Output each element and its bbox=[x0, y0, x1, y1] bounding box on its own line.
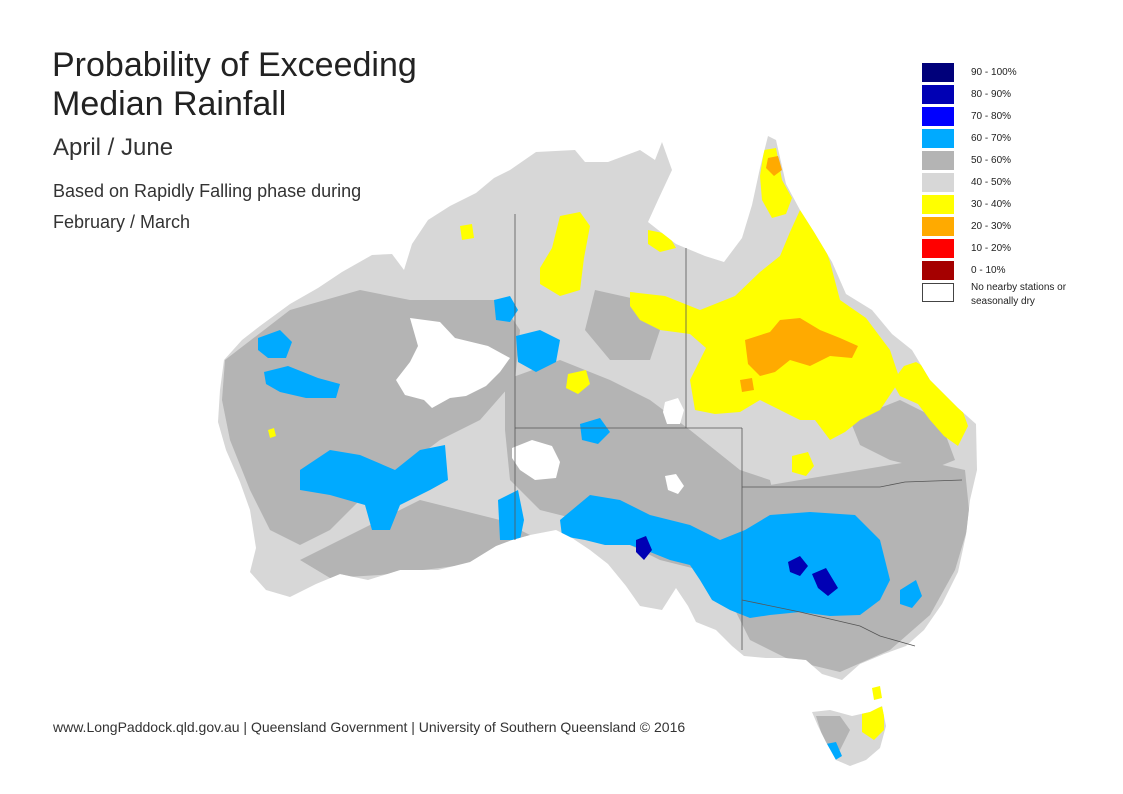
legend-swatch bbox=[922, 106, 954, 126]
legend-swatch bbox=[922, 238, 954, 258]
legend-swatch bbox=[922, 150, 954, 170]
zone-80-90-nsw-b bbox=[812, 568, 838, 596]
zone-30-40-wa-dot bbox=[268, 428, 276, 438]
zone-80-90-nsw-a bbox=[788, 556, 808, 576]
zone-30-40-qld-south bbox=[792, 452, 814, 476]
zone-80-90-sa bbox=[636, 536, 652, 560]
legend-item-60-70: 60 - 70% bbox=[922, 127, 1102, 149]
zone-60-70-wa-mid bbox=[264, 366, 340, 398]
tas-islet-north bbox=[872, 686, 882, 700]
legend-swatch bbox=[922, 194, 954, 214]
map-description: Based on Rapidly Falling phase during Fe… bbox=[53, 181, 362, 232]
zone-60-70-wa-north bbox=[258, 330, 292, 358]
legend-swatch bbox=[922, 216, 954, 236]
zone-30-40-nt-coast bbox=[648, 230, 676, 252]
tas-zone-60-70 bbox=[826, 742, 842, 762]
legend-label: 0 - 10% bbox=[971, 264, 1006, 276]
zone-30-40-nt-top bbox=[540, 212, 590, 296]
zone-60-70-vic-east bbox=[900, 580, 922, 608]
zone-20-30-cape-york bbox=[766, 156, 782, 176]
state-borders bbox=[514, 214, 963, 650]
zone-60-70-sa-centre bbox=[580, 418, 610, 444]
legend-item-50-60: 50 - 60% bbox=[922, 149, 1102, 171]
footer-credits: www.LongPaddock.qld.gov.au | Queensland … bbox=[53, 719, 686, 735]
legend-label: 80 - 90% bbox=[971, 88, 1012, 100]
map-period: April / June bbox=[53, 134, 174, 161]
zone-20-30-qld-dot bbox=[740, 378, 754, 392]
legend-label: 30 - 40% bbox=[971, 198, 1012, 210]
legend: 90 - 100% 80 - 90% 70 - 80% 60 - 70% 50 … bbox=[922, 61, 1102, 311]
no-data-interior bbox=[396, 318, 510, 408]
legend-label: 60 - 70% bbox=[971, 132, 1012, 144]
zone-30-40-sa-north bbox=[566, 370, 590, 394]
zone-30-40-qld-large bbox=[630, 210, 900, 440]
zone-20-30-qld-centre bbox=[745, 318, 858, 376]
legend-item-90-100: 90 - 100% bbox=[922, 61, 1102, 83]
legend-item-0-10: 0 - 10% bbox=[922, 259, 1102, 281]
legend-label: 20 - 30% bbox=[971, 220, 1012, 232]
legend-label: 90 - 100% bbox=[971, 66, 1017, 78]
legend-swatch bbox=[922, 62, 954, 82]
no-data-qld-west bbox=[663, 398, 684, 424]
zone-60-70-sa-west bbox=[498, 490, 524, 540]
legend-swatch bbox=[922, 283, 954, 302]
legend-swatch bbox=[922, 84, 954, 104]
legend-swatch bbox=[922, 260, 954, 280]
zone-30-40-nt-island bbox=[460, 224, 474, 240]
tas-zone-30-40 bbox=[862, 706, 884, 740]
zone-60-70-nt-west bbox=[516, 330, 560, 372]
legend-item-80-90: 80 - 90% bbox=[922, 83, 1102, 105]
legend-item-10-20: 10 - 20% bbox=[922, 237, 1102, 259]
zone-60-70-nt-dot bbox=[494, 296, 518, 322]
no-data-lake-eyre bbox=[665, 474, 684, 494]
map-title: Probability of Exceeding Median Rainfall bbox=[52, 46, 417, 123]
legend-item-70-80: 70 - 80% bbox=[922, 105, 1102, 127]
legend-item-30-40: 30 - 40% bbox=[922, 193, 1102, 215]
legend-label: No nearby stations or seasonally dry bbox=[971, 282, 1067, 307]
border-nsw-vic bbox=[741, 599, 916, 647]
zone-30-40-qld-coast bbox=[892, 362, 968, 446]
legend-label: 10 - 20% bbox=[971, 242, 1012, 254]
legend-label: 50 - 60% bbox=[971, 154, 1012, 166]
legend-label: 40 - 50% bbox=[971, 176, 1012, 188]
legend-item-no-data: No nearby stations or seasonally dry bbox=[922, 281, 1102, 311]
legend-label: 70 - 80% bbox=[971, 110, 1012, 122]
legend-item-20-30: 20 - 30% bbox=[922, 215, 1102, 237]
no-data-sa-north bbox=[512, 440, 560, 480]
legend-swatch bbox=[922, 172, 954, 192]
zone-60-70-south-band bbox=[560, 495, 890, 618]
border-qld-nsw bbox=[742, 479, 963, 488]
legend-item-40-50: 40 - 50% bbox=[922, 171, 1102, 193]
mainland-probability-layers bbox=[222, 148, 970, 672]
zone-60-70-wa-south bbox=[300, 445, 448, 530]
legend-swatch bbox=[922, 128, 954, 148]
